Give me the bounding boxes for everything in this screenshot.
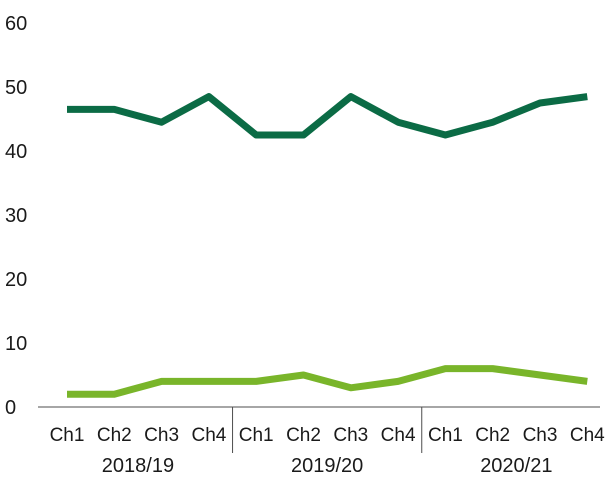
x-tick-label: Ch3 <box>333 425 368 446</box>
x-axis: Ch1 Ch2 Ch3 Ch4 Ch1 Ch2 Ch3 Ch4 Ch1 Ch2 Ch3 Ch4 2018… <box>38 406 605 477</box>
x-tick-label: Ch4 <box>381 425 416 446</box>
x-tick-label: Ch4 <box>191 425 226 446</box>
y-tick-label: 50 <box>5 77 27 99</box>
y-axis: 0 10 20 30 40 50 60 <box>5 13 27 419</box>
x-tick-label: Ch1 <box>239 425 274 446</box>
x-tick-label: Ch4 <box>570 425 605 446</box>
x-group-label: 2020/21 <box>480 455 552 477</box>
series-line-2 <box>67 365 588 398</box>
x-tick-label: Ch2 <box>97 425 132 446</box>
x-tick-label: Ch3 <box>144 425 179 446</box>
x-tick-label: Ch2 <box>286 425 321 446</box>
y-tick-label: 40 <box>5 141 27 163</box>
y-tick-label: 0 <box>5 397 16 419</box>
x-tick-label: Ch3 <box>523 425 558 446</box>
y-tick-label: 20 <box>5 269 27 291</box>
y-tick-label: 30 <box>5 205 27 227</box>
x-group-label: 2018/19 <box>102 455 174 477</box>
x-group-label: 2019/20 <box>291 455 363 477</box>
x-tick-label: Ch1 <box>50 425 85 446</box>
y-tick-label: 10 <box>5 333 27 355</box>
x-tick-label: Ch1 <box>428 425 463 446</box>
x-tick-label: Ch2 <box>475 425 510 446</box>
series-layer <box>66 93 588 398</box>
y-tick-label: 60 <box>5 13 27 35</box>
series-line-1 <box>67 93 588 139</box>
